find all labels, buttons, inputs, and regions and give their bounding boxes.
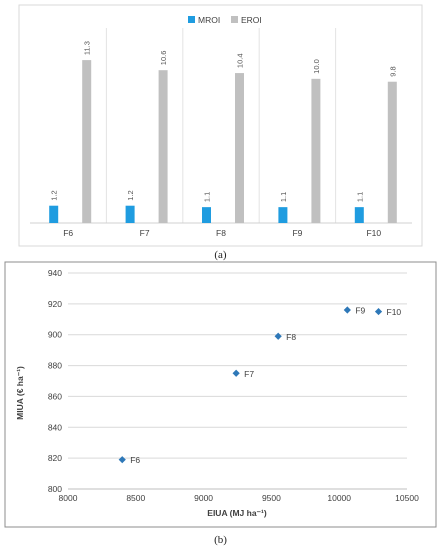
data-label-mroi-f10: 1.1 [355, 192, 364, 202]
bar-chart-panel: MROI EROI 1.211.3F61.210.6F71.110.4F81.11… [18, 4, 423, 247]
data-label-mroi-f9: 1.1 [279, 192, 288, 202]
scatter-x-tick-label: 9500 [262, 493, 281, 503]
bar-chart-gridlines [105, 28, 337, 223]
data-label-eroi-f9: 10.0 [312, 59, 321, 74]
scatter-y-tick-label: 800 [48, 484, 62, 494]
scatter-y-tick-label: 920 [48, 299, 62, 309]
bar-mroi-f7 [125, 205, 135, 223]
scatter-x-tick-label: 10000 [327, 493, 351, 503]
bar-mroi-f10 [354, 207, 364, 223]
scatter-point-f7 [232, 369, 240, 377]
bar-eroi-f9 [311, 78, 321, 223]
scatter-x-tick-label: 8000 [59, 493, 78, 503]
data-label-eroi-f6: 11.3 [83, 41, 92, 55]
data-label-eroi-f8: 10.4 [236, 53, 245, 68]
panel-a-caption: (a) [214, 249, 227, 261]
x-tick-label-f6: F6 [63, 228, 73, 238]
scatter-point-label-f10: F10 [387, 307, 402, 317]
bar-eroi-f8 [235, 73, 244, 223]
scatter-point-label-f6: F6 [130, 455, 140, 465]
x-tick-label-f9: F9 [292, 228, 302, 238]
legend-swatch-mroi [188, 16, 195, 23]
scatter-x-axis-title: EIUA (MJ ha⁻¹) [207, 508, 267, 518]
scatter-points: F6 F7 F8 F9 F10 [118, 306, 402, 465]
x-tick-label-f7: F7 [140, 228, 150, 238]
data-label-mroi-f7: 1.2 [126, 190, 135, 200]
bar-chart-legend: MROI EROI [188, 15, 262, 25]
scatter-point-f6 [118, 456, 126, 464]
scatter-chart-frame [4, 261, 437, 528]
bar-eroi-f10 [387, 81, 397, 223]
legend-label-eroi: EROI [241, 15, 262, 25]
scatter-y-tick-label: 840 [48, 422, 62, 432]
scatter-gridlines [68, 272, 407, 459]
x-tick-label-f10: F10 [366, 228, 381, 238]
scatter-point-f9 [343, 306, 351, 314]
scatter-y-axis-title: MIUA (€ ha⁻¹) [15, 366, 25, 420]
scatter-y-tick-label: 860 [48, 391, 62, 401]
bar-mroi-f9 [278, 207, 288, 223]
data-label-eroi-f7: 10.6 [159, 51, 168, 66]
legend-label-mroi: MROI [198, 15, 220, 25]
scatter-point-f10 [374, 307, 383, 316]
scatter-point-label-f8: F8 [286, 332, 296, 342]
bar-eroi-f6 [82, 60, 92, 223]
data-label-mroi-f8: 1.1 [203, 192, 212, 202]
scatter-y-tick-label: 820 [48, 453, 62, 463]
x-tick-label-f8: F8 [216, 228, 226, 238]
scatter-x-tick-label: 10500 [395, 493, 419, 503]
panel-b-caption: (b) [214, 534, 227, 546]
scatter-point-label-f7: F7 [244, 369, 254, 379]
bar-mroi-f8 [202, 207, 211, 223]
legend-swatch-eroi [231, 16, 238, 23]
bar-mroi-f6 [49, 205, 59, 223]
scatter-y-tick-label: 880 [48, 361, 62, 371]
data-label-mroi-f6: 1.2 [50, 190, 59, 200]
bar-chart-bars: 1.2 11.3 F6 1.2 10.6 F7 1.1 10.4 F8 1.1 10.0 F9 1.1 9… [49, 41, 397, 238]
bar-eroi-f7 [158, 70, 168, 223]
scatter-point-f8 [274, 332, 282, 340]
scatter-chart-panel: 800 820 840 860 880 900 920 940 8000 8500 9000 9500… [4, 261, 437, 528]
data-label-eroi-f10: 9.8 [388, 66, 397, 76]
scatter-y-tick-label: 900 [48, 330, 62, 340]
scatter-y-tick-label: 940 [48, 268, 62, 278]
scatter-x-tick-label: 8500 [126, 493, 145, 503]
scatter-tick-labels: 800 820 840 860 880 900 920 940 8000 8500 9000 9500… [48, 268, 419, 503]
scatter-point-label-f9: F9 [355, 306, 365, 316]
scatter-x-tick-label: 9000 [194, 493, 213, 503]
